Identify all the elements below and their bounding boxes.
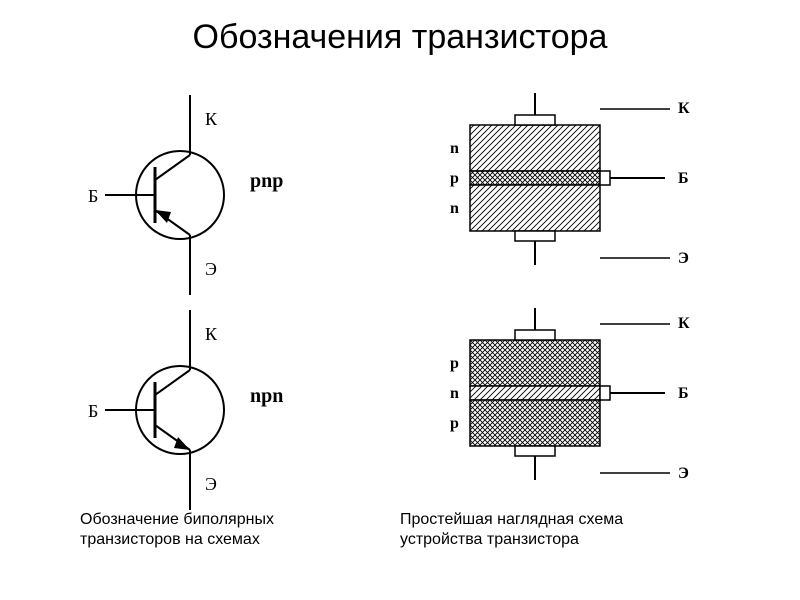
- type-label-npn: npn: [250, 385, 283, 408]
- symbol-npn-svg: К Б Э: [85, 310, 255, 510]
- symbol-npn: К Б Э: [85, 310, 255, 510]
- collector-label: К: [205, 324, 218, 344]
- layer-p-top: p: [450, 355, 459, 372]
- layer-n-top: n: [450, 140, 459, 157]
- caption-right: Простейшая наглядная схема устройства тр…: [400, 510, 700, 550]
- page-title: Обозначения транзистора: [0, 18, 800, 57]
- emitter-label: Э: [205, 474, 217, 494]
- structure-npn: n p n К Б Э: [430, 85, 730, 285]
- symbol-pnp: К Б Э: [85, 95, 255, 295]
- structure-pnp: p n p К Б Э: [430, 300, 730, 500]
- emitter-label: Э: [205, 259, 217, 279]
- emitter-label: Э: [678, 465, 689, 482]
- base-label: Б: [678, 385, 689, 402]
- layer-n-bot: n: [450, 200, 459, 217]
- base-label: Б: [88, 186, 98, 206]
- type-label-pnp: pnp: [250, 170, 283, 193]
- layer-n-mid: n: [450, 385, 459, 402]
- base-label: Б: [88, 401, 98, 421]
- structure-pnp-svg: p n p К Б Э: [430, 300, 730, 500]
- structure-npn-svg: n p n К Б Э: [430, 85, 730, 285]
- symbol-pnp-svg: К Б Э: [85, 95, 255, 295]
- layer-p-mid: p: [450, 170, 459, 187]
- layer-p-bot: p: [450, 415, 459, 432]
- emitter-label: Э: [678, 250, 689, 267]
- collector-label: К: [678, 315, 690, 332]
- collector-label: К: [205, 109, 218, 129]
- caption-left: Обозначение биполярных транзисторов на с…: [80, 510, 340, 550]
- base-label: Б: [678, 170, 689, 187]
- collector-label: К: [678, 100, 690, 117]
